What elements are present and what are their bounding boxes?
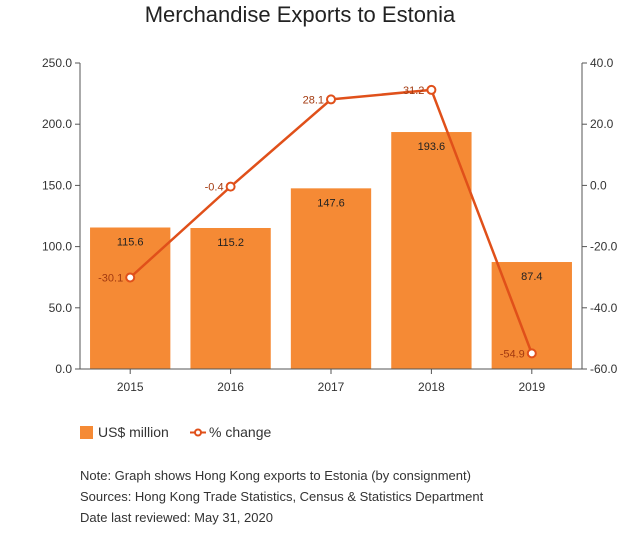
plot-area: 0.0 50.0 100.0 150.0 200.0 250.0 -60.0 -40.0 -20… (42, 56, 618, 394)
bar-value-label: 87.4 (521, 271, 542, 283)
line-value-label: 31.2 (403, 85, 424, 97)
legend-line-label: % change (209, 424, 271, 440)
line-value-label: 28.1 (303, 94, 324, 106)
bar-value-label: 115.2 (217, 237, 244, 249)
x-tick-label: 2018 (418, 380, 445, 394)
line-value-label: -54.9 (500, 348, 525, 360)
left-tick-label: 200.0 (42, 117, 72, 131)
bar (190, 227, 271, 369)
bar (290, 188, 372, 369)
bar-value-label: 147.6 (317, 197, 345, 209)
line-point (426, 84, 437, 95)
bar (391, 132, 472, 369)
chart-notes: Note: Graph shows Hong Kong exports to E… (80, 465, 483, 528)
left-tick-label: 100.0 (42, 240, 72, 254)
legend-line-marker (194, 428, 202, 437)
bar-value-label: 115.6 (117, 237, 144, 249)
x-tick-label: 2019 (518, 380, 545, 394)
line-point (526, 348, 537, 359)
reviewed-text: Date last reviewed: May 31, 2020 (80, 510, 273, 525)
line-point (225, 181, 236, 192)
bar (90, 227, 171, 369)
bar-value-label: 193.6 (418, 141, 446, 153)
legend-bar-label: US$ million (98, 424, 169, 440)
x-tick-label: 2015 (117, 380, 144, 394)
x-tick-label: 2017 (318, 380, 345, 394)
legend: US$ million % change (80, 424, 271, 440)
left-tick-label: 250.0 (42, 56, 72, 70)
chart-title: Merchandise Exports to Estonia (145, 2, 456, 27)
x-tick-label: 2016 (217, 380, 244, 394)
right-tick-label: -40.0 (590, 301, 618, 315)
left-tick-label: 50.0 (49, 301, 73, 315)
line-point (326, 94, 336, 105)
line-point (125, 272, 136, 283)
line-value-label: -0.4 (205, 182, 224, 194)
right-tick-label: 40.0 (590, 56, 614, 70)
legend-bar-swatch (80, 426, 93, 439)
right-tick-label: -60.0 (590, 362, 618, 376)
line-value-label: -30.1 (98, 273, 123, 285)
left-tick-label: 150.0 (42, 178, 72, 192)
note-text: Note: Graph shows Hong Kong exports to E… (80, 468, 471, 483)
left-tick-label: 0.0 (55, 362, 72, 376)
right-tick-label: 0.0 (590, 178, 607, 192)
right-tick-label: 20.0 (590, 117, 614, 131)
right-tick-label: -20.0 (590, 240, 618, 254)
sources-text: Sources: Hong Kong Trade Statistics, Cen… (80, 489, 484, 504)
